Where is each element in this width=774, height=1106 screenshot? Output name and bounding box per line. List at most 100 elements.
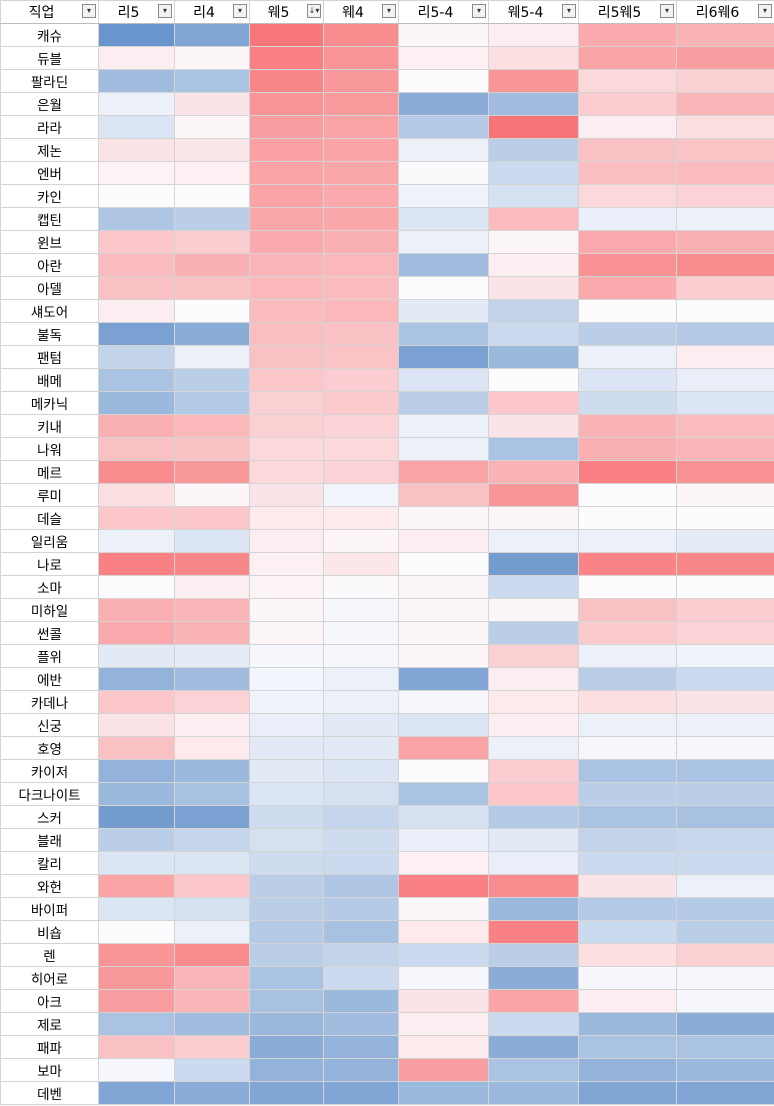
heatmap-cell[interactable]: [676, 782, 774, 806]
heatmap-cell[interactable]: [398, 437, 489, 461]
heatmap-cell[interactable]: [174, 23, 250, 47]
heatmap-cell[interactable]: [578, 391, 677, 415]
heatmap-cell[interactable]: [249, 1035, 324, 1059]
heatmap-cell[interactable]: [398, 736, 489, 760]
heatmap-cell[interactable]: [676, 575, 774, 599]
heatmap-cell[interactable]: [676, 92, 774, 116]
job-name-cell[interactable]: 제로: [0, 1012, 99, 1036]
heatmap-cell[interactable]: [323, 506, 399, 530]
heatmap-cell[interactable]: [174, 69, 250, 93]
heatmap-cell[interactable]: [398, 897, 489, 921]
heatmap-cell[interactable]: [323, 782, 399, 806]
heatmap-cell[interactable]: [323, 460, 399, 484]
heatmap-cell[interactable]: [323, 345, 399, 369]
heatmap-cell[interactable]: [578, 805, 677, 829]
heatmap-cell[interactable]: [578, 230, 677, 254]
heatmap-cell[interactable]: [174, 966, 250, 990]
heatmap-cell[interactable]: [249, 414, 324, 438]
heatmap-cell[interactable]: [98, 713, 175, 737]
heatmap-cell[interactable]: [323, 897, 399, 921]
heatmap-cell[interactable]: [676, 483, 774, 507]
heatmap-cell[interactable]: [398, 575, 489, 599]
heatmap-cell[interactable]: [398, 874, 489, 898]
heatmap-cell[interactable]: [578, 874, 677, 898]
heatmap-cell[interactable]: [676, 460, 774, 484]
heatmap-cell[interactable]: [98, 345, 175, 369]
heatmap-cell[interactable]: [98, 943, 175, 967]
heatmap-cell[interactable]: [676, 621, 774, 645]
job-name-cell[interactable]: 나워: [0, 437, 99, 461]
heatmap-cell[interactable]: [249, 138, 324, 162]
heatmap-cell[interactable]: [174, 184, 250, 208]
sort-filter-dropdown-icon[interactable]: ↓▾: [307, 4, 321, 18]
heatmap-cell[interactable]: [323, 69, 399, 93]
heatmap-cell[interactable]: [174, 1035, 250, 1059]
heatmap-cell[interactable]: [676, 276, 774, 300]
heatmap-cell[interactable]: [174, 1012, 250, 1036]
heatmap-cell[interactable]: [174, 138, 250, 162]
heatmap-cell[interactable]: [174, 46, 250, 70]
heatmap-cell[interactable]: [578, 575, 677, 599]
job-name-cell[interactable]: 에반: [0, 667, 99, 691]
job-name-cell[interactable]: 렌: [0, 943, 99, 967]
heatmap-cell[interactable]: [174, 897, 250, 921]
heatmap-cell[interactable]: [578, 621, 677, 645]
heatmap-cell[interactable]: [398, 345, 489, 369]
heatmap-cell[interactable]: [174, 115, 250, 139]
heatmap-cell[interactable]: [98, 138, 175, 162]
heatmap-cell[interactable]: [249, 207, 324, 231]
heatmap-cell[interactable]: [174, 621, 250, 645]
job-name-cell[interactable]: 일리움: [0, 529, 99, 553]
heatmap-cell[interactable]: [676, 644, 774, 668]
heatmap-cell[interactable]: [398, 644, 489, 668]
heatmap-cell[interactable]: [578, 368, 677, 392]
heatmap-cell[interactable]: [488, 276, 579, 300]
heatmap-cell[interactable]: [578, 552, 677, 576]
heatmap-cell[interactable]: [488, 253, 579, 277]
heatmap-cell[interactable]: [249, 828, 324, 852]
heatmap-cell[interactable]: [98, 69, 175, 93]
heatmap-cell[interactable]: [98, 207, 175, 231]
heatmap-cell[interactable]: [398, 851, 489, 875]
heatmap-cell[interactable]: [98, 23, 175, 47]
heatmap-cell[interactable]: [398, 299, 489, 323]
heatmap-cell[interactable]: [323, 230, 399, 254]
heatmap-cell[interactable]: [98, 1035, 175, 1059]
heatmap-cell[interactable]: [578, 506, 677, 530]
heatmap-cell[interactable]: [578, 667, 677, 691]
job-name-cell[interactable]: 팔라딘: [0, 69, 99, 93]
heatmap-cell[interactable]: [488, 1012, 579, 1036]
heatmap-cell[interactable]: [174, 460, 250, 484]
heatmap-cell[interactable]: [174, 713, 250, 737]
job-name-cell[interactable]: 카데나: [0, 690, 99, 714]
heatmap-cell[interactable]: [488, 368, 579, 392]
heatmap-cell[interactable]: [174, 874, 250, 898]
heatmap-cell[interactable]: [323, 322, 399, 346]
heatmap-cell[interactable]: [488, 414, 579, 438]
job-name-cell[interactable]: 칼리: [0, 851, 99, 875]
heatmap-cell[interactable]: [174, 92, 250, 116]
heatmap-cell[interactable]: [98, 92, 175, 116]
heatmap-cell[interactable]: [174, 552, 250, 576]
heatmap-cell[interactable]: [578, 138, 677, 162]
heatmap-cell[interactable]: [249, 345, 324, 369]
heatmap-cell[interactable]: [398, 483, 489, 507]
heatmap-cell[interactable]: [398, 161, 489, 185]
heatmap-cell[interactable]: [249, 46, 324, 70]
heatmap-cell[interactable]: [174, 437, 250, 461]
heatmap-cell[interactable]: [578, 1058, 677, 1082]
heatmap-cell[interactable]: [676, 759, 774, 783]
heatmap-cell[interactable]: [398, 828, 489, 852]
filter-dropdown-icon[interactable]: ▾: [382, 4, 396, 18]
heatmap-cell[interactable]: [323, 483, 399, 507]
heatmap-cell[interactable]: [249, 161, 324, 185]
heatmap-cell[interactable]: [323, 414, 399, 438]
heatmap-cell[interactable]: [488, 506, 579, 530]
heatmap-cell[interactable]: [398, 322, 489, 346]
heatmap-cell[interactable]: [323, 437, 399, 461]
heatmap-cell[interactable]: [323, 1035, 399, 1059]
heatmap-cell[interactable]: [323, 207, 399, 231]
heatmap-cell[interactable]: [398, 276, 489, 300]
heatmap-cell[interactable]: [676, 69, 774, 93]
job-name-cell[interactable]: 키내: [0, 414, 99, 438]
